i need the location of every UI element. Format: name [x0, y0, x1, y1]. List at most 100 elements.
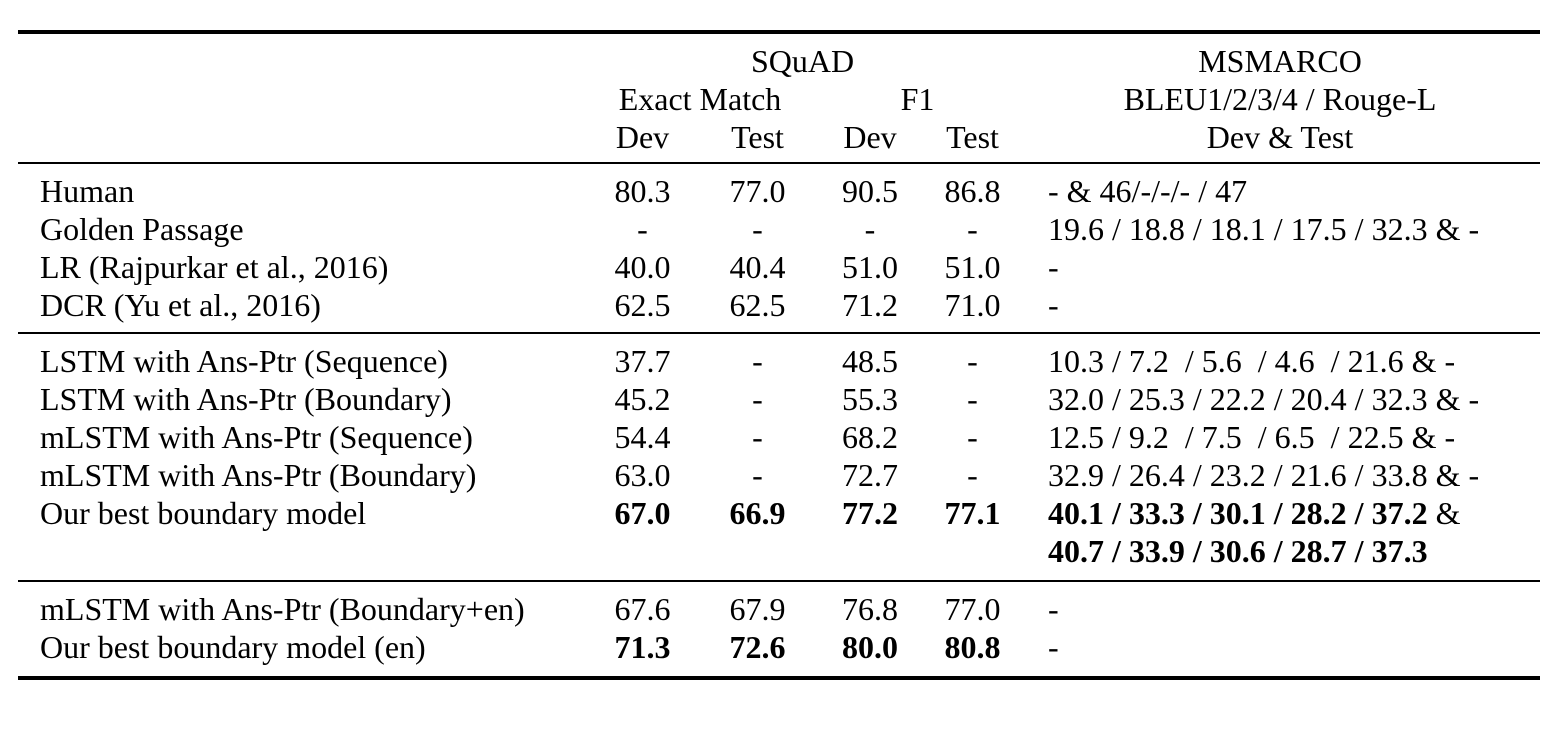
msmarco-devtest-header: Dev & Test	[1206, 119, 1354, 155]
f1-test-cell: 77.1	[944, 495, 1001, 531]
f1-test-cell: -	[967, 343, 978, 379]
msmarco-cell: 19.6 / 18.8 / 18.1 / 17.5 / 32.3 & -	[1048, 211, 1480, 247]
em-test-cell: 72.6	[729, 629, 786, 665]
model-name-cell: LSTM with Ans-Ptr (Boundary)	[40, 381, 452, 417]
f1-test-cell: -	[967, 457, 978, 493]
f1-test-cell: 51.0	[944, 249, 1001, 285]
f1-test-header: Test	[946, 119, 999, 155]
em-dev-header: Dev	[615, 119, 670, 155]
em-test-cell: -	[752, 343, 763, 379]
msmarco-cell: 12.5 / 9.2 / 7.5 / 6.5 / 22.5 & -	[1048, 419, 1456, 455]
msmarco-cell: -	[1048, 591, 1059, 627]
header-row-metrics: Exact Match F1 BLEU1/2/3/4 / Rouge-L	[18, 80, 1540, 118]
em-test-cell: -	[752, 457, 763, 493]
table-rule-header-bottom	[18, 162, 1540, 164]
header-spacer	[18, 80, 585, 118]
msmarco-cell: 32.9 / 26.4 / 23.2 / 21.6 / 33.8 & -	[1048, 457, 1480, 493]
em-test-cell: -	[752, 211, 763, 247]
model-name-cell: LR (Rajpurkar et al., 2016)	[40, 249, 389, 285]
table-row-our-best-boundary: Our best boundary model 67.0 66.9 77.2 7…	[18, 494, 1540, 570]
f1-dev-cell: 76.8	[842, 591, 898, 627]
results-table: SQuAD MSMARCO Exact Match F1 BLEU1/2/3/4…	[18, 30, 1540, 680]
table-section-baselines: Human 80.3 77.0 90.5 86.8 - & 46/-/-/- /…	[18, 164, 1540, 332]
model-name-cell: Golden Passage	[40, 211, 244, 247]
table-row-mlstm-boundary-en: mLSTM with Ans-Ptr (Boundary+en) 67.6 67…	[18, 590, 1540, 628]
f1-test-cell: 80.8	[944, 629, 1001, 665]
em-test-cell: 40.4	[729, 249, 786, 285]
em-dev-cell: 45.2	[614, 381, 671, 417]
table-section-models: LSTM with Ans-Ptr (Sequence) 37.7 - 48.5…	[18, 334, 1540, 580]
header-spacer	[18, 118, 585, 156]
header-row-splits: Dev Test Dev Test Dev & Test	[18, 118, 1540, 156]
squad-dataset-header: SQuAD	[750, 43, 855, 79]
f1-test-cell: -	[967, 211, 978, 247]
table-row-mlstm-sequence: mLSTM with Ans-Ptr (Sequence) 54.4 - 68.…	[18, 418, 1540, 456]
header-spacer	[18, 42, 585, 80]
msmarco-bold-values-line2: 40.7 / 33.9 / 30.6 / 28.7 / 37.3	[1048, 533, 1428, 569]
table-row-lstm-sequence: LSTM with Ans-Ptr (Sequence) 37.7 - 48.5…	[18, 342, 1540, 380]
model-name-cell: Human	[40, 173, 135, 209]
exact-match-header: Exact Match	[618, 81, 782, 117]
f1-dev-cell: 71.2	[842, 287, 898, 323]
em-dev-cell: 54.4	[614, 419, 671, 455]
msmarco-cell: -	[1048, 249, 1059, 285]
em-dev-cell: 63.0	[614, 457, 671, 493]
f1-dev-cell: 55.3	[842, 381, 898, 417]
msmarco-cell: - & 46/-/-/- / 47	[1048, 173, 1248, 209]
table-rule-top	[18, 30, 1540, 34]
table-row-mlstm-boundary: mLSTM with Ans-Ptr (Boundary) 63.0 - 72.…	[18, 456, 1540, 494]
f1-dev-cell: 48.5	[842, 343, 898, 379]
f1-dev-cell: 77.2	[842, 495, 898, 531]
em-dev-cell: 67.0	[614, 495, 671, 531]
msmarco-dataset-header: MSMARCO	[1198, 43, 1362, 79]
model-name-cell: DCR (Yu et al., 2016)	[40, 287, 321, 323]
em-dev-cell: 71.3	[614, 629, 671, 665]
f1-header: F1	[900, 81, 935, 117]
em-test-cell: -	[752, 381, 763, 417]
model-name-cell: mLSTM with Ans-Ptr (Boundary+en)	[40, 591, 525, 627]
f1-dev-cell: 72.7	[842, 457, 898, 493]
f1-test-cell: 77.0	[944, 591, 1001, 627]
bleu-rouge-header: BLEU1/2/3/4 / Rouge-L	[1123, 81, 1437, 117]
table-row-human: Human 80.3 77.0 90.5 86.8 - & 46/-/-/- /…	[18, 172, 1540, 210]
model-name-cell: mLSTM with Ans-Ptr (Boundary)	[40, 457, 477, 493]
msmarco-cell: 32.0 / 25.3 / 22.2 / 20.4 / 32.3 & -	[1048, 381, 1480, 417]
f1-dev-cell: 80.0	[842, 629, 898, 665]
msmarco-cell: -	[1048, 287, 1059, 323]
em-test-cell: 77.0	[729, 173, 786, 209]
msmarco-cell: 40.1 / 33.3 / 30.1 / 28.2 / 37.2 & 40.7 /…	[1020, 494, 1540, 570]
em-dev-cell: 37.7	[614, 343, 671, 379]
em-test-cell: 62.5	[729, 287, 786, 323]
msmarco-cell: 10.3 / 7.2 / 5.6 / 4.6 / 21.6 & -	[1048, 343, 1456, 379]
table-row-lr: LR (Rajpurkar et al., 2016) 40.0 40.4 51…	[18, 248, 1540, 286]
f1-dev-cell: 90.5	[842, 173, 898, 209]
table-row-dcr: DCR (Yu et al., 2016) 62.5 62.5 71.2 71.…	[18, 286, 1540, 324]
em-test-header: Test	[731, 119, 784, 155]
model-name-cell: LSTM with Ans-Ptr (Sequence)	[40, 343, 448, 379]
table-row-our-best-boundary-en: Our best boundary model (en) 71.3 72.6 8…	[18, 628, 1540, 666]
msmarco-cell: -	[1048, 629, 1059, 665]
em-dev-cell: 40.0	[614, 249, 671, 285]
em-dev-cell: 67.6	[614, 591, 671, 627]
em-dev-cell: 62.5	[614, 287, 671, 323]
em-test-cell: 66.9	[729, 495, 786, 531]
em-dev-cell: -	[637, 211, 648, 247]
msmarco-bold-values-line1: 40.1 / 33.3 / 30.1 / 28.2 / 37.2	[1048, 495, 1428, 531]
table-header: SQuAD MSMARCO Exact Match F1 BLEU1/2/3/4…	[18, 34, 1540, 162]
table-row-golden-passage: Golden Passage - - - - 19.6 / 18.8 / 18.…	[18, 210, 1540, 248]
model-name-cell: mLSTM with Ans-Ptr (Sequence)	[40, 419, 473, 455]
em-dev-cell: 80.3	[614, 173, 671, 209]
f1-dev-header: Dev	[843, 119, 897, 155]
header-row-datasets: SQuAD MSMARCO	[18, 42, 1540, 80]
table-rule-section-divider-1	[18, 332, 1540, 334]
f1-test-cell: -	[967, 381, 978, 417]
f1-test-cell: 71.0	[944, 287, 1001, 323]
em-test-cell: 67.9	[729, 591, 786, 627]
table-rule-section-divider-2	[18, 580, 1540, 582]
msmarco-amp-suffix: &	[1427, 495, 1461, 531]
table-section-ensemble: mLSTM with Ans-Ptr (Boundary+en) 67.6 67…	[18, 582, 1540, 676]
em-test-cell: -	[752, 419, 763, 455]
f1-dev-cell: 68.2	[842, 419, 898, 455]
model-name-cell: Our best boundary model (en)	[40, 629, 426, 665]
f1-dev-cell: 51.0	[842, 249, 898, 285]
